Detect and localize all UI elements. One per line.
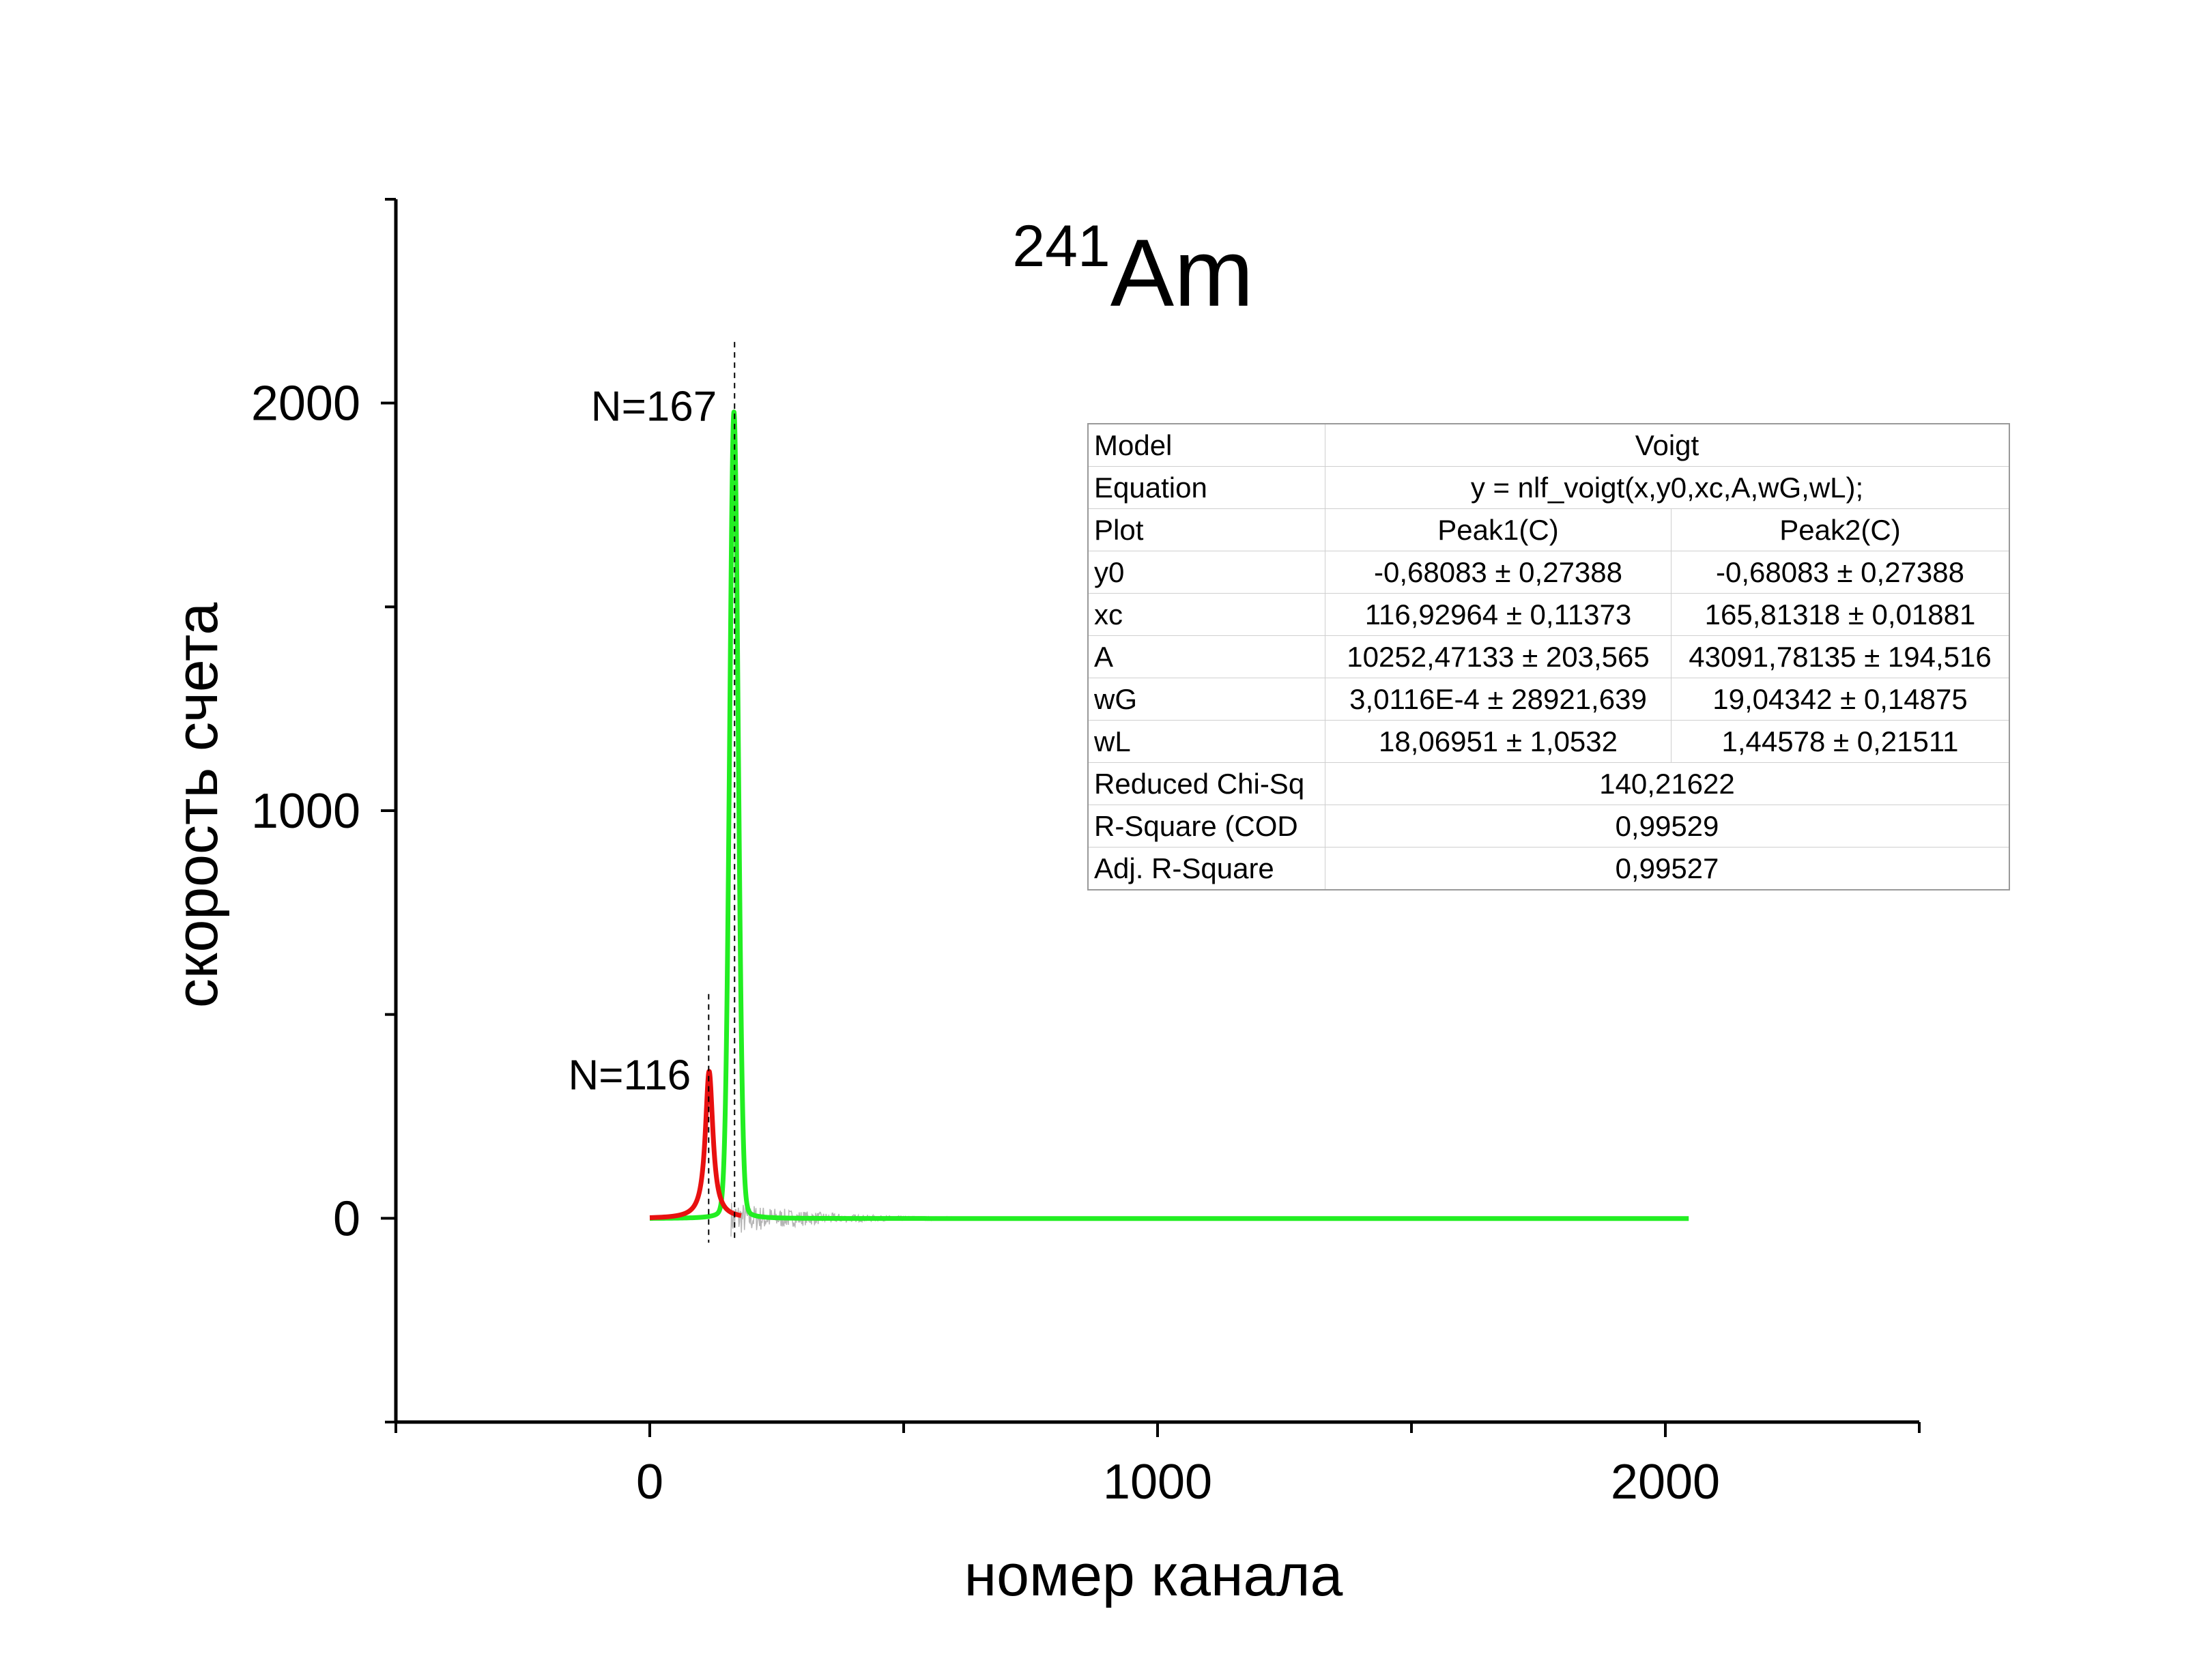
- peak2-fit-curve: [649, 409, 1689, 1221]
- fit-table-row: y0 -0,68083 ± 0,27388 -0,68083 ± 0,27388: [1087, 551, 2010, 594]
- fit-table-cell: 0,99529: [1325, 805, 2010, 848]
- fit-table-cell: 43091,78135 ± 194,516: [1671, 635, 2010, 678]
- fit-table-cell: 19,04342 ± 0,14875: [1671, 678, 2010, 721]
- x-tick-label: 0: [636, 1455, 663, 1509]
- fit-table-cell: Model: [1087, 423, 1325, 467]
- fit-table-row: Adj. R-Square 0,99527: [1087, 847, 2010, 890]
- fit-table-cell: wL: [1087, 720, 1325, 763]
- fit-table-cell: 1,44578 ± 0,21511: [1671, 720, 2010, 763]
- tick-marks: [381, 198, 1921, 1437]
- x-axis-title: номер канала: [964, 1543, 1343, 1608]
- peak-annotation: N=167: [591, 383, 717, 431]
- fit-table-cell: Peak1(C): [1325, 508, 1672, 551]
- fit-table-row: xc 116,92964 ± 0,11373 165,81318 ± 0,01881: [1087, 593, 2010, 636]
- chart-title-superscript: 241: [1012, 214, 1110, 279]
- x-tick-label: 1000: [1103, 1455, 1212, 1509]
- tick-labels: 0 1000 2000 0 1000 2000: [251, 377, 1720, 1509]
- fit-table-row: R-Square (COD 0,99529: [1087, 805, 2010, 848]
- fit-table-cell: 3,0116E-4 ± 28921,639: [1325, 678, 1672, 721]
- fit-table-cell: Voigt: [1325, 423, 2010, 467]
- peak-annotation: N=116: [568, 1052, 691, 1099]
- fit-curves: [649, 409, 1689, 1221]
- fit-table-cell: wG: [1087, 678, 1325, 721]
- fit-table-cell: 10252,47133 ± 203,565: [1325, 635, 1672, 678]
- fit-table-cell: xc: [1087, 593, 1325, 636]
- y-axis-title: скорость счета: [164, 603, 230, 1008]
- y-tick-label: 0: [333, 1191, 360, 1246]
- peak-markers: [708, 342, 736, 1243]
- peak-annotations: N=167 N=116: [568, 383, 717, 1099]
- fit-table-row: A 10252,47133 ± 203,565 43091,78135 ± 194,…: [1087, 635, 2010, 678]
- y-tick-label: 1000: [251, 784, 360, 839]
- fit-results-table: Model Voigt Equation y = nlf_voigt(x,y0,xc,…: [1087, 423, 2010, 890]
- fit-table-row: Reduced Chi-Sq 140,21622: [1087, 762, 2010, 805]
- chart-title: 241Am: [1012, 214, 1254, 326]
- fit-table-row: Plot Peak1(C) Peak2(C): [1087, 508, 2010, 551]
- y-tick-label: 2000: [251, 377, 360, 431]
- fit-table-cell: 116,92964 ± 0,11373: [1325, 593, 1672, 636]
- fit-table-cell: A: [1087, 635, 1325, 678]
- fit-table-row: wL 18,06951 ± 1,0532 1,44578 ± 0,21511: [1087, 720, 2010, 763]
- fit-table-row: Equation y = nlf_voigt(x,y0,xc,A,wG,wL);: [1087, 466, 2010, 509]
- fit-table-cell: Peak2(C): [1671, 508, 2010, 551]
- fit-table-cell: Plot: [1087, 508, 1325, 551]
- fit-table-cell: -0,68083 ± 0,27388: [1671, 551, 2010, 594]
- fit-table-cell: 0,99527: [1325, 847, 2010, 890]
- chart-title-main: Am: [1110, 219, 1254, 326]
- peak1-fit-curve: [649, 1069, 744, 1220]
- fit-table-cell: 165,81318 ± 0,01881: [1671, 593, 2010, 636]
- fit-table-cell: R-Square (COD: [1087, 805, 1325, 848]
- fit-table-cell: -0,68083 ± 0,27388: [1325, 551, 1672, 594]
- fit-table-row: Model Voigt: [1087, 423, 2010, 467]
- fit-table-cell: Equation: [1087, 466, 1325, 509]
- fit-table-cell: Adj. R-Square: [1087, 847, 1325, 890]
- fit-table-cell: y0: [1087, 551, 1325, 594]
- fit-table-cell: y = nlf_voigt(x,y0,xc,A,wG,wL);: [1325, 466, 2010, 509]
- x-tick-label: 2000: [1611, 1455, 1720, 1509]
- fit-table-cell: Reduced Chi-Sq: [1087, 762, 1325, 805]
- fit-table-cell: 18,06951 ± 1,0532: [1325, 720, 1672, 763]
- fit-table-cell: 140,21622: [1325, 762, 2010, 805]
- fit-table-row: wG 3,0116E-4 ± 28921,639 19,04342 ± 0,1487…: [1087, 678, 2010, 721]
